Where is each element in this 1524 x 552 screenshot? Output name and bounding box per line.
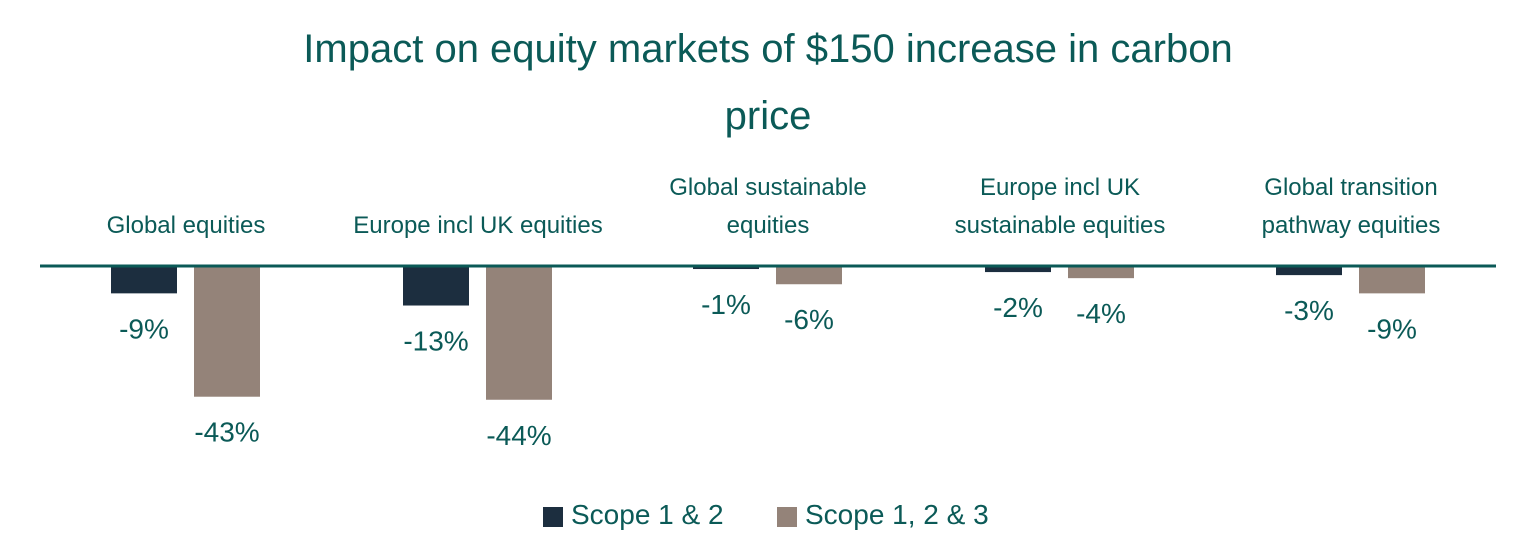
bar-series-2	[776, 266, 842, 285]
data-label: -4%	[1076, 298, 1126, 329]
data-label: -1%	[701, 289, 751, 320]
data-label: -13%	[403, 326, 468, 357]
category-label: Global sustainable	[669, 174, 866, 201]
data-labels: -9% -13% -1% -2% -3% -43% -44% -6% -4% -9%	[119, 289, 1417, 451]
bar-series-1	[1276, 266, 1342, 276]
chart-title: Impact on equity markets of $150 increas…	[303, 27, 1232, 138]
category-label: equities	[727, 212, 810, 239]
legend-label: Scope 1, 2 & 3	[805, 499, 989, 530]
data-label: -2%	[993, 292, 1043, 323]
legend-swatch	[777, 507, 797, 527]
bars	[111, 266, 1425, 400]
chart-title-line-2: price	[725, 94, 812, 138]
data-label: -43%	[194, 417, 259, 448]
data-label: -6%	[784, 304, 834, 335]
bar-series-2	[194, 266, 260, 397]
data-label: -9%	[119, 313, 169, 344]
category-label: Europe incl UK equities	[353, 212, 602, 239]
category-labels: Global equities Europe incl UK equities Gl…	[107, 174, 1441, 239]
legend-label: Scope 1 & 2	[571, 499, 724, 530]
bar-series-2	[486, 266, 552, 400]
category-label: Global equities	[107, 212, 266, 239]
category-label: Europe incl UK	[980, 174, 1140, 201]
bar-series-2	[1068, 266, 1134, 279]
category-label: pathway equities	[1262, 212, 1441, 239]
bar-series-1	[985, 266, 1051, 273]
legend-swatch	[543, 507, 563, 527]
legend: Scope 1 & 2 Scope 1, 2 & 3	[543, 499, 989, 530]
category-label: Global transition	[1264, 174, 1437, 201]
bar-series-2	[1359, 266, 1425, 294]
data-label: -44%	[486, 420, 551, 451]
bar-series-1	[403, 266, 469, 306]
bar-series-1	[111, 266, 177, 294]
chart-title-line-1: Impact on equity markets of $150 increas…	[303, 27, 1232, 71]
category-label: sustainable equities	[955, 212, 1166, 239]
data-label: -3%	[1284, 295, 1334, 326]
bar-series-1	[693, 266, 759, 270]
data-label: -9%	[1367, 313, 1417, 344]
